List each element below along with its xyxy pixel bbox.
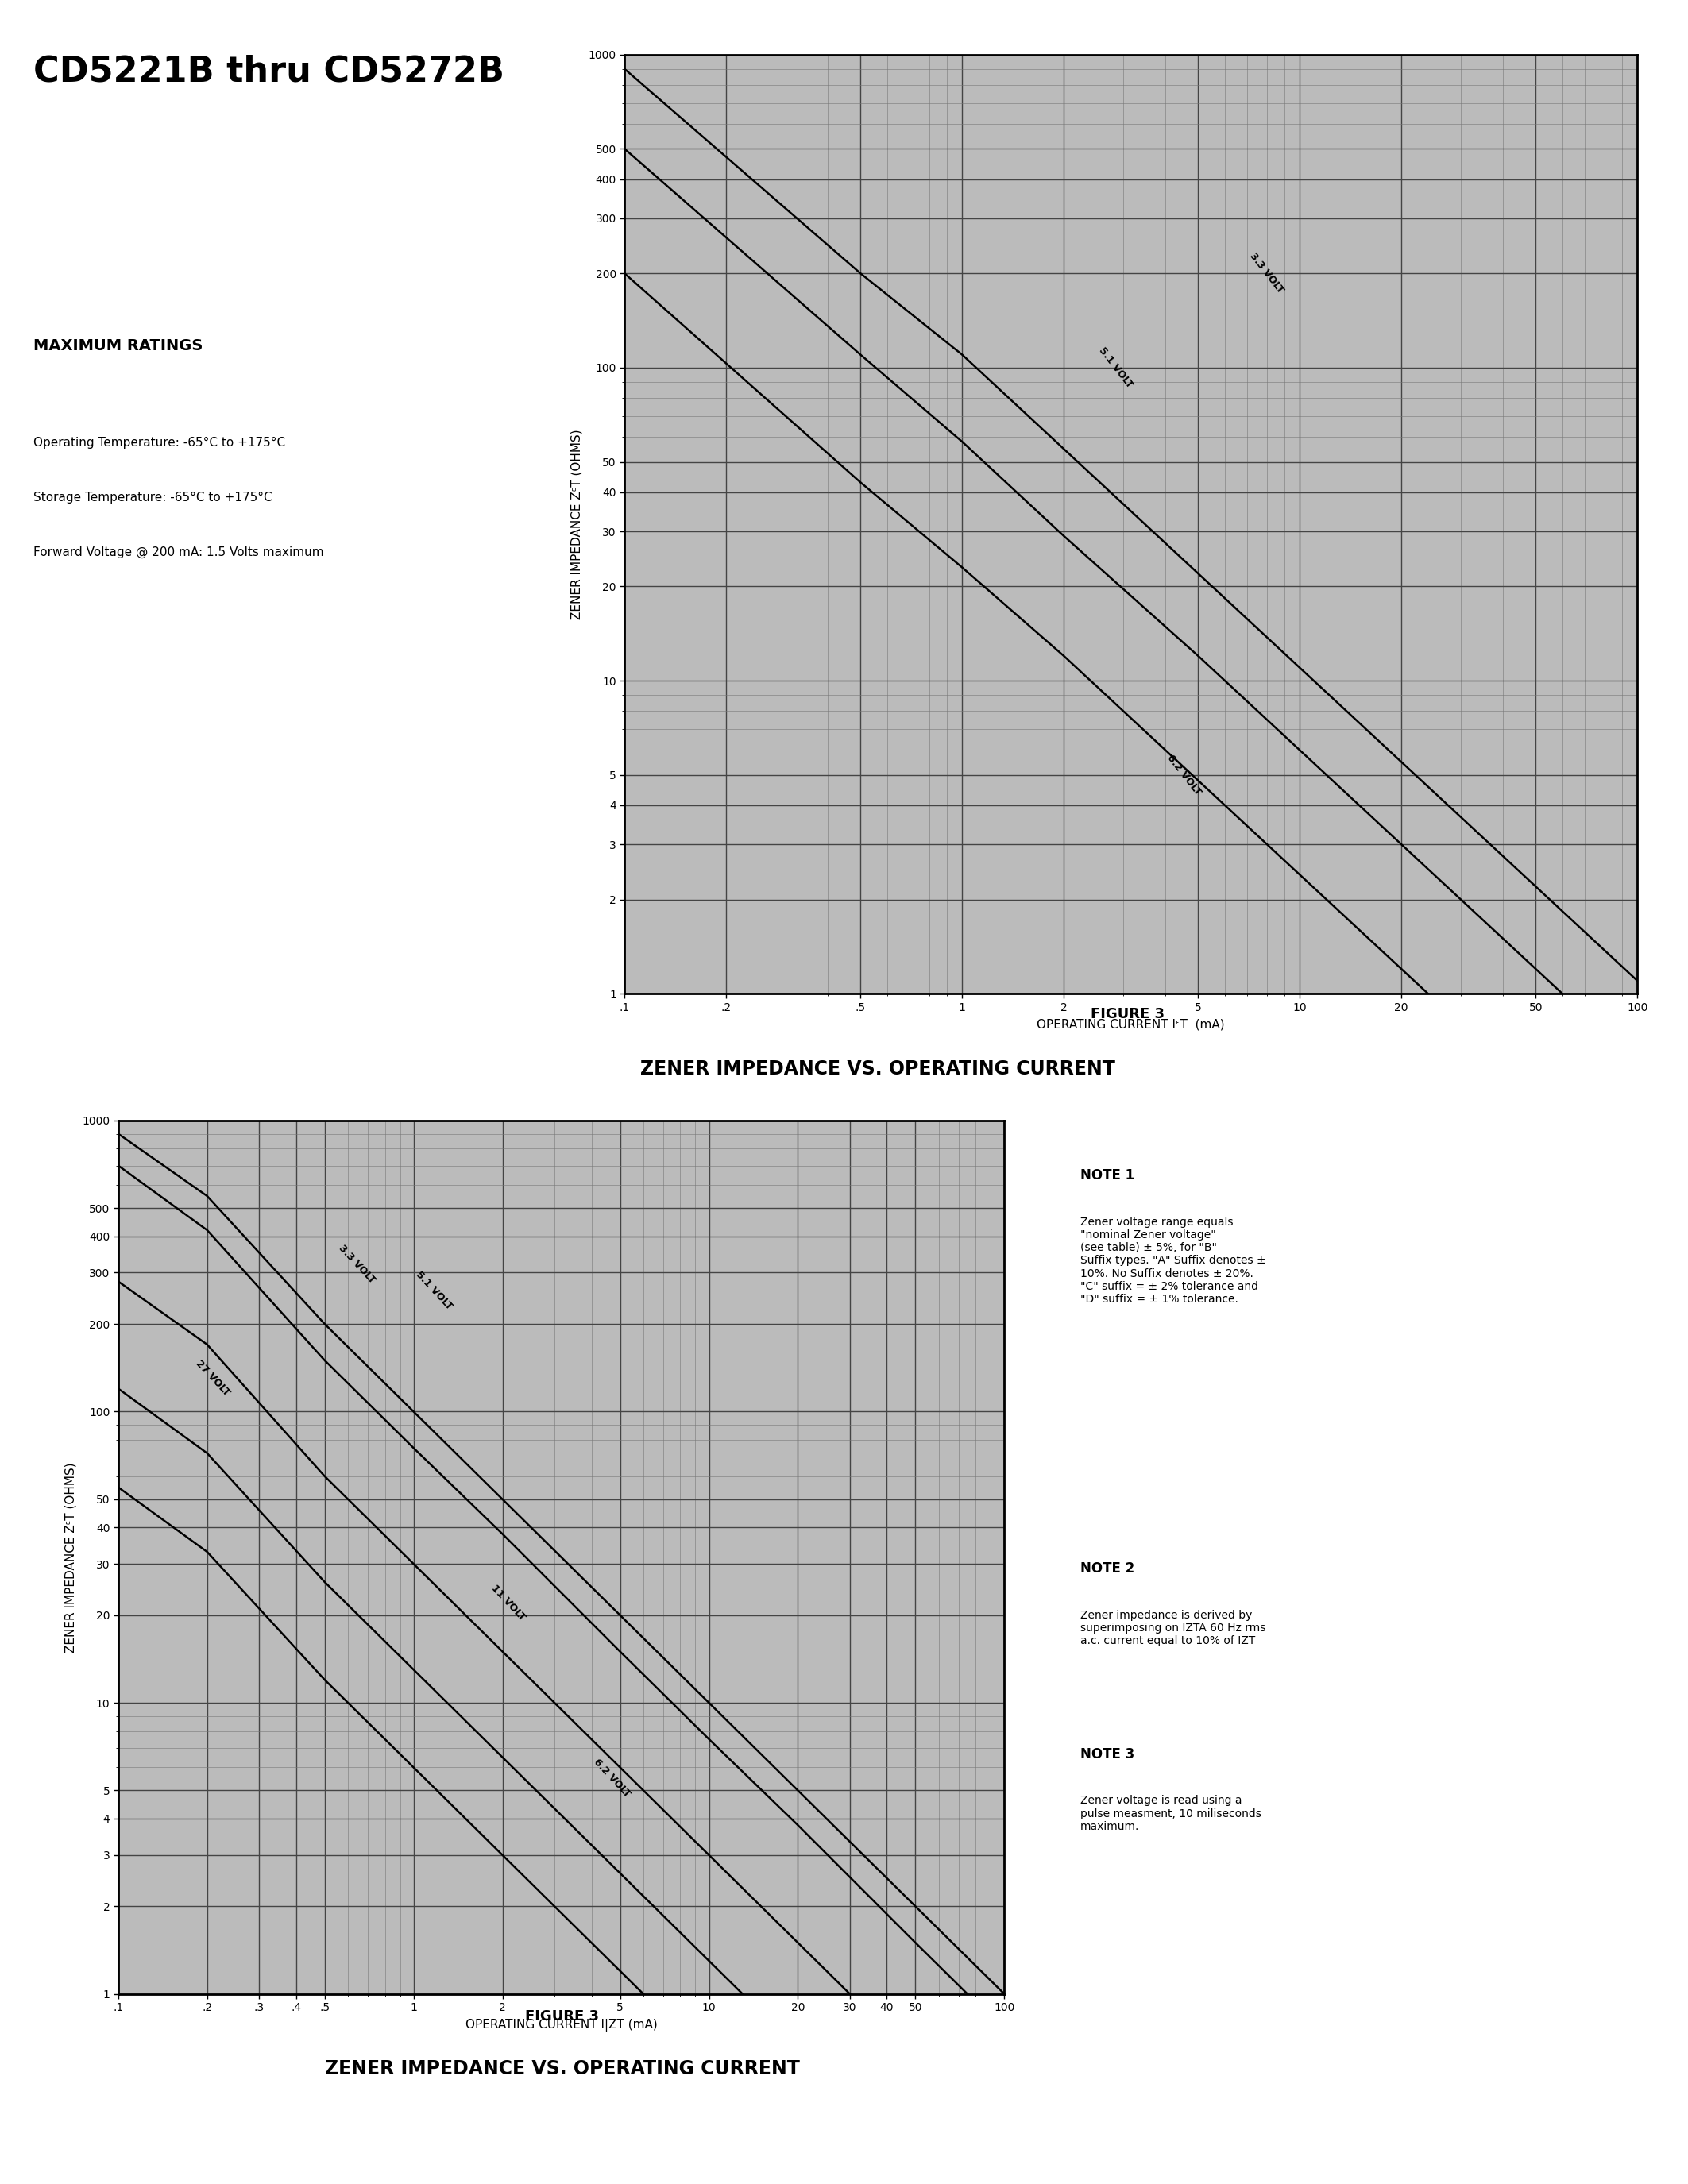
X-axis label: OPERATING CURRENT I|ZT (mA): OPERATING CURRENT I|ZT (mA) <box>466 2018 657 2031</box>
Text: ZENER IMPEDANCE VS. OPERATING CURRENT: ZENER IMPEDANCE VS. OPERATING CURRENT <box>640 1059 1116 1079</box>
Text: Operating Temperature: -65°C to +175°C: Operating Temperature: -65°C to +175°C <box>34 437 285 448</box>
Y-axis label: ZENER IMPEDANCE ZᵋT (OHMS): ZENER IMPEDANCE ZᵋT (OHMS) <box>571 428 582 620</box>
Text: Forward Voltage @ 200 mA: 1.5 Volts maximum: Forward Voltage @ 200 mA: 1.5 Volts maxi… <box>34 546 324 559</box>
Text: FIGURE 3: FIGURE 3 <box>525 2009 599 2022</box>
Text: MAXIMUM RATINGS: MAXIMUM RATINGS <box>34 339 203 354</box>
Text: Zener impedance is derived by
superimposing on IZTA 60 Hz rms
a.c. current equal: Zener impedance is derived by superimpos… <box>1080 1610 1266 1647</box>
Y-axis label: ZENER IMPEDANCE ZᵋT (OHMS): ZENER IMPEDANCE ZᵋT (OHMS) <box>64 1461 76 1653</box>
Text: ZENER IMPEDANCE VS. OPERATING CURRENT: ZENER IMPEDANCE VS. OPERATING CURRENT <box>324 2060 800 2079</box>
Text: 5.1 VOLT: 5.1 VOLT <box>1097 345 1134 391</box>
Text: 5.1 VOLT: 5.1 VOLT <box>414 1269 454 1313</box>
Text: 3.3 VOLT: 3.3 VOLT <box>1247 251 1285 295</box>
Text: 11 VOLT: 11 VOLT <box>490 1583 527 1623</box>
Text: CD5221B thru CD5272B: CD5221B thru CD5272B <box>34 55 505 90</box>
Text: 6.2 VOLT: 6.2 VOLT <box>591 1758 631 1800</box>
Text: Zener voltage range equals
"nominal Zener voltage"
(see table) ± 5%, for "B"
Suf: Zener voltage range equals "nominal Zene… <box>1080 1216 1266 1304</box>
Text: 6.2 VOLT: 6.2 VOLT <box>1165 753 1204 797</box>
Text: Zener voltage is read using a
pulse measment, 10 miliseconds
maximum.: Zener voltage is read using a pulse meas… <box>1080 1795 1261 1832</box>
Text: NOTE 1: NOTE 1 <box>1080 1168 1134 1184</box>
Text: FIGURE 3: FIGURE 3 <box>1090 1007 1165 1020</box>
X-axis label: OPERATING CURRENT IᵋT  (mA): OPERATING CURRENT IᵋT (mA) <box>1036 1018 1225 1031</box>
Text: NOTE 2: NOTE 2 <box>1080 1562 1134 1577</box>
Text: NOTE 3: NOTE 3 <box>1080 1747 1134 1762</box>
Text: Storage Temperature: -65°C to +175°C: Storage Temperature: -65°C to +175°C <box>34 491 272 502</box>
Text: 3.3 VOLT: 3.3 VOLT <box>338 1243 378 1286</box>
Text: 27 VOLT: 27 VOLT <box>194 1358 231 1398</box>
